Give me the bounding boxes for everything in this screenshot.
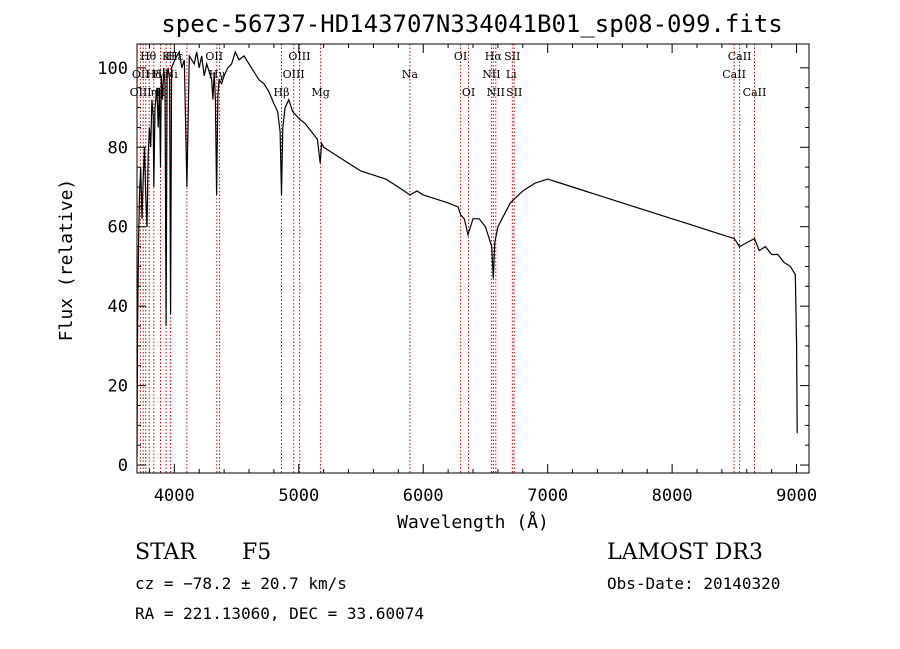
y-tick-label: 20 xyxy=(108,377,128,397)
x-tick-label: 6000 xyxy=(403,486,444,506)
survey-name: LAMOST DR3 xyxy=(607,540,763,565)
ra-dec-coordinates: RA = 221.13060, DEC = 33.60074 xyxy=(135,604,424,623)
y-axis-label: Flux (relative) xyxy=(56,179,77,342)
line-label: NII xyxy=(482,68,500,81)
line-label: Li xyxy=(506,68,517,81)
line-label: SII xyxy=(506,86,522,99)
object-type: STAR xyxy=(135,540,196,565)
line-label: Hα xyxy=(485,50,503,63)
line-label: H xyxy=(166,50,176,63)
line-label: OI xyxy=(454,50,467,63)
spectral-line-markers xyxy=(139,44,755,473)
line-label: OII xyxy=(132,68,150,81)
spectral-subclass: F5 xyxy=(242,540,272,565)
line-label: H xyxy=(156,86,166,99)
line-label: Hγ xyxy=(209,68,226,81)
chart-title: spec-56737-HD143707N334041B01_sp08-099.f… xyxy=(161,10,782,38)
line-label: CaII xyxy=(722,68,746,81)
spectrum-chart: spec-56737-HD143707N334041B01_sp08-099.f… xyxy=(56,10,817,533)
line-label: OIII xyxy=(288,50,310,63)
y-tick-label: 100 xyxy=(97,59,128,79)
y-tick-label: 60 xyxy=(108,218,128,238)
y-axis: 0 20 40 60 80 100 xyxy=(97,59,809,476)
spectrum-line xyxy=(136,50,798,458)
line-label: Na xyxy=(402,68,419,81)
line-label: Hθ xyxy=(140,50,157,63)
line-label: OIII xyxy=(283,68,305,81)
observation-date: Obs-Date: 20140320 xyxy=(607,574,781,593)
line-label: CaII xyxy=(743,86,767,99)
line-label: NII xyxy=(487,86,505,99)
line-label: SII xyxy=(504,50,520,63)
line-label: Hδ xyxy=(146,68,163,81)
x-tick-label: 9000 xyxy=(776,486,817,506)
redshift-cz: cz = −78.2 ± 20.7 km/s xyxy=(135,574,347,593)
line-label: η xyxy=(151,86,158,99)
line-label: K xyxy=(162,50,171,63)
line-label: Mg xyxy=(311,86,329,99)
x-tick-label: 5000 xyxy=(278,486,319,506)
x-tick-label: 7000 xyxy=(527,486,568,506)
plot-frame xyxy=(136,43,810,474)
y-tick-label: 0 xyxy=(118,456,128,476)
x-tick-label: 8000 xyxy=(652,486,693,506)
x-axis: 4000 5000 6000 7000 8000 9000 xyxy=(148,44,817,506)
line-label: OI xyxy=(462,86,475,99)
x-axis-label: Wavelength (Å) xyxy=(397,511,549,533)
y-tick-label: 80 xyxy=(108,138,128,158)
line-label: OII xyxy=(205,50,223,63)
line-label: OIII xyxy=(130,86,152,99)
x-tick-label: 4000 xyxy=(154,486,195,506)
line-label: Hβ xyxy=(274,86,290,99)
y-tick-label: 40 xyxy=(108,297,128,317)
line-label: CaII xyxy=(728,50,752,63)
